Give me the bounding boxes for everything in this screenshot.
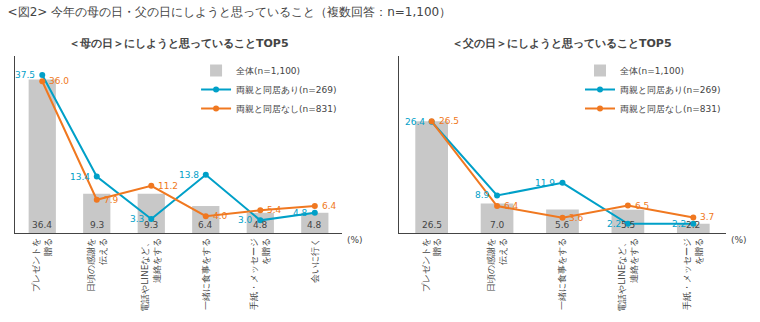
svg-text:会いに行く: 会いに行く bbox=[310, 238, 320, 283]
svg-text:9.3: 9.3 bbox=[90, 220, 104, 230]
svg-text:11.2: 11.2 bbox=[158, 181, 178, 191]
svg-text:(%): (%) bbox=[347, 235, 363, 245]
svg-text:<図2> 今年の母の日・父の日にしようと思っていること（複数: <図2> 今年の母の日・父の日にしようと思っていること（複数回答：n=1,100… bbox=[8, 5, 452, 19]
svg-text:日頃の感謝を伝える: 日頃の感謝を伝える bbox=[86, 238, 108, 292]
svg-text:一緒に食事をする: 一緒に食事をする bbox=[201, 238, 211, 310]
svg-text:3.7: 3.7 bbox=[700, 212, 714, 222]
svg-text:6.4: 6.4 bbox=[198, 220, 213, 230]
svg-text:26.4: 26.4 bbox=[405, 117, 425, 127]
svg-text:手紙・メッセージを贈る: 手紙・メッセージを贈る bbox=[249, 238, 271, 310]
svg-text:2.2: 2.2 bbox=[607, 219, 621, 229]
svg-text:全体(n=1,100): 全体(n=1,100) bbox=[620, 66, 684, 76]
svg-text:3.6: 3.6 bbox=[569, 213, 584, 223]
svg-text:(%): (%) bbox=[731, 235, 747, 245]
svg-text:9.3: 9.3 bbox=[144, 220, 158, 230]
svg-text:両親と同居なし(n=831): 両親と同居なし(n=831) bbox=[620, 104, 720, 114]
svg-text:5.5: 5.5 bbox=[621, 220, 635, 230]
svg-text:手紙・メッセージを贈る: 手紙・メッセージを贈る bbox=[682, 238, 704, 310]
svg-text:両親と同居なし(n=831): 両親と同居なし(n=831) bbox=[236, 104, 336, 114]
svg-text:4.8: 4.8 bbox=[253, 220, 268, 230]
svg-text:3.0: 3.0 bbox=[238, 215, 253, 225]
svg-text:7.9: 7.9 bbox=[104, 195, 119, 205]
svg-text:2.2: 2.2 bbox=[686, 220, 700, 230]
svg-text:両親と同居あり(n=269): 両親と同居あり(n=269) bbox=[620, 85, 720, 95]
svg-text:一緒に食事をする: 一緒に食事をする bbox=[557, 238, 567, 310]
svg-text:6.5: 6.5 bbox=[635, 201, 649, 211]
svg-text:3.3: 3.3 bbox=[130, 214, 144, 224]
svg-text:8.9: 8.9 bbox=[475, 190, 490, 200]
svg-text:＜母の日＞にしようと思っていることTOP5: ＜母の日＞にしようと思っていることTOP5 bbox=[69, 37, 289, 50]
svg-text:両親と同居あり(n=269): 両親と同居あり(n=269) bbox=[236, 85, 336, 95]
svg-text:36.0: 36.0 bbox=[49, 76, 69, 86]
svg-text:プレゼントを贈る: プレゼントを贈る bbox=[31, 238, 53, 292]
svg-text:5.6: 5.6 bbox=[555, 220, 570, 230]
svg-text:プレゼントを贈る: プレゼントを贈る bbox=[421, 238, 443, 292]
svg-text:26.5: 26.5 bbox=[422, 220, 442, 230]
svg-text:4.8: 4.8 bbox=[293, 208, 308, 218]
svg-text:＜父の日＞にしようと思っていることTOP5: ＜父の日＞にしようと思っていることTOP5 bbox=[452, 37, 672, 50]
svg-text:13.8: 13.8 bbox=[179, 170, 199, 180]
svg-text:2.2: 2.2 bbox=[672, 219, 686, 229]
svg-text:全体(n=1,100): 全体(n=1,100) bbox=[236, 66, 300, 76]
svg-text:5.4: 5.4 bbox=[267, 205, 282, 215]
svg-text:13.4: 13.4 bbox=[70, 172, 90, 182]
svg-text:11.9: 11.9 bbox=[535, 178, 555, 188]
svg-text:36.4: 36.4 bbox=[32, 220, 52, 230]
svg-text:6.4: 6.4 bbox=[504, 201, 519, 211]
svg-text:7.0: 7.0 bbox=[490, 220, 505, 230]
svg-text:電話やLINEなど、連絡をする: 電話やLINEなど、連絡をする bbox=[140, 238, 162, 312]
svg-text:6.4: 6.4 bbox=[322, 201, 337, 211]
svg-text:日頃の感謝を伝える: 日頃の感謝を伝える bbox=[486, 238, 508, 292]
svg-text:26.5: 26.5 bbox=[439, 116, 459, 126]
svg-text:電話やLINEなど、連絡をする: 電話やLINEなど、連絡をする bbox=[617, 238, 639, 312]
svg-text:4.0: 4.0 bbox=[213, 211, 228, 221]
svg-text:37.5: 37.5 bbox=[15, 70, 35, 80]
svg-text:4.8: 4.8 bbox=[307, 220, 322, 230]
